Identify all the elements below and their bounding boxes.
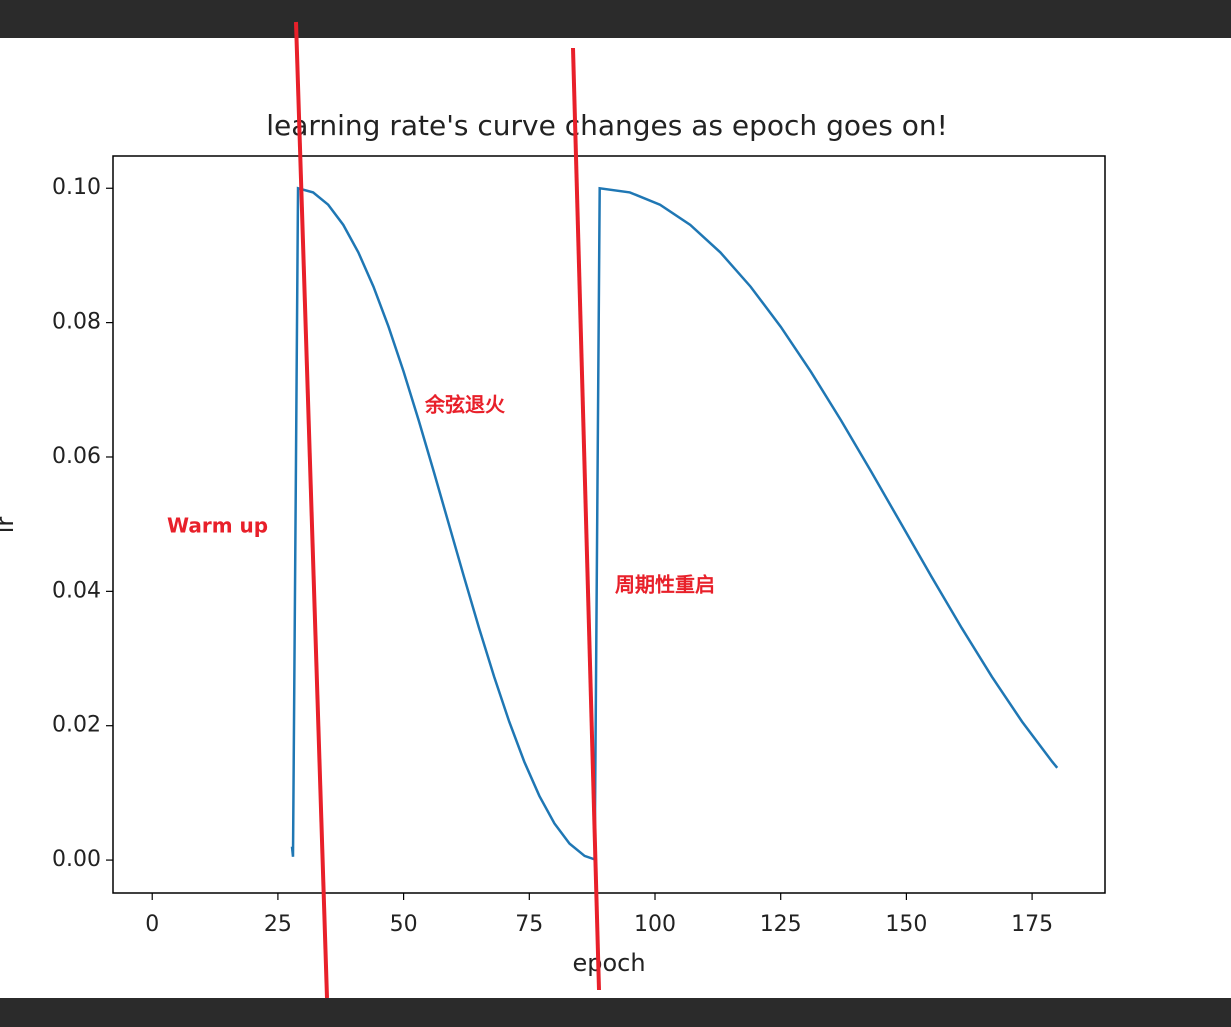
x-tick-label: 25 <box>264 912 292 937</box>
top-bar <box>0 0 1231 38</box>
line-series <box>290 186 1059 862</box>
x-axis-label: epoch <box>572 949 645 977</box>
axes-frame <box>112 155 1106 894</box>
annotation: 周期性重启 <box>615 573 715 597</box>
x-tick-label: 75 <box>515 912 543 937</box>
annotation: Warm up <box>167 514 268 538</box>
y-axis-label: lr <box>0 517 19 534</box>
plot-area: 0.00 0.02 0.04 0.06 0.08 0.10 0 25 50 75 100 125 150… <box>52 175 1059 937</box>
y-tick-label: 0.02 <box>52 713 101 738</box>
x-tick-label: 175 <box>1011 912 1053 937</box>
y-tick-label: 0.06 <box>52 444 101 469</box>
x-tick-label: 50 <box>390 912 418 937</box>
y-tick-label: 0.08 <box>52 310 101 335</box>
divider-stroke <box>571 47 601 991</box>
y-tick-label: 0.10 <box>52 175 101 200</box>
x-tick-label: 0 <box>145 912 159 937</box>
bottom-bar <box>0 998 1231 1027</box>
x-tick-label: 150 <box>885 912 927 937</box>
chart-title: learning rate's curve changes as epoch g… <box>266 109 948 142</box>
y-tick-label: 0.04 <box>52 578 101 603</box>
x-tick-label: 100 <box>634 912 676 937</box>
x-tick-label: 125 <box>760 912 802 937</box>
annotation: 余弦退火 <box>424 393 506 417</box>
divider-stroke <box>294 21 329 999</box>
y-tick-label: 0.00 <box>52 847 101 872</box>
